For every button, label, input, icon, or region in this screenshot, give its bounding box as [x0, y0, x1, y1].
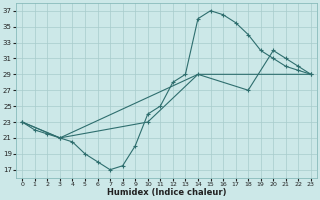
X-axis label: Humidex (Indice chaleur): Humidex (Indice chaleur) — [107, 188, 226, 197]
